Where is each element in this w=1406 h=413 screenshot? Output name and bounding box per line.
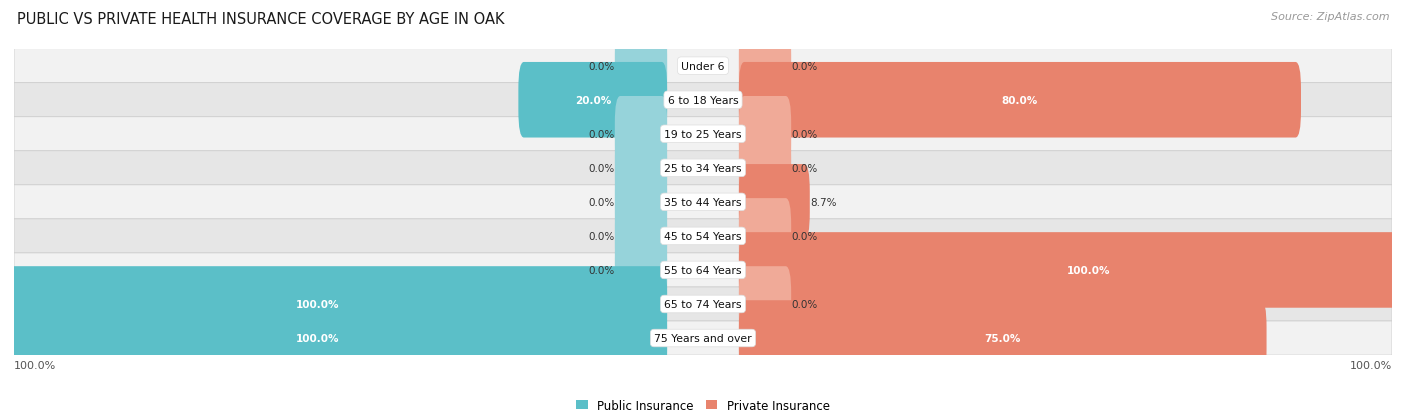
Text: 0.0%: 0.0%	[589, 231, 614, 241]
FancyBboxPatch shape	[614, 165, 668, 240]
Text: 0.0%: 0.0%	[589, 62, 614, 71]
FancyBboxPatch shape	[738, 97, 792, 172]
Text: 20.0%: 20.0%	[575, 95, 610, 105]
FancyBboxPatch shape	[614, 97, 668, 172]
Text: 0.0%: 0.0%	[589, 265, 614, 275]
FancyBboxPatch shape	[14, 287, 1392, 321]
Text: 100.0%: 100.0%	[295, 299, 339, 309]
Text: 6 to 18 Years: 6 to 18 Years	[668, 95, 738, 105]
Text: 8.7%: 8.7%	[810, 197, 837, 207]
FancyBboxPatch shape	[738, 63, 1301, 138]
Text: 65 to 74 Years: 65 to 74 Years	[664, 299, 742, 309]
Text: 0.0%: 0.0%	[792, 164, 817, 173]
Text: 100.0%: 100.0%	[14, 360, 56, 370]
Text: 0.0%: 0.0%	[792, 231, 817, 241]
FancyBboxPatch shape	[738, 199, 792, 274]
Text: 0.0%: 0.0%	[589, 164, 614, 173]
Text: 100.0%: 100.0%	[1067, 265, 1111, 275]
FancyBboxPatch shape	[738, 165, 810, 240]
Text: 0.0%: 0.0%	[589, 197, 614, 207]
FancyBboxPatch shape	[738, 233, 1406, 308]
Text: 0.0%: 0.0%	[792, 62, 817, 71]
FancyBboxPatch shape	[0, 266, 668, 342]
Text: 55 to 64 Years: 55 to 64 Years	[664, 265, 742, 275]
Text: 0.0%: 0.0%	[792, 299, 817, 309]
FancyBboxPatch shape	[14, 117, 1392, 152]
FancyBboxPatch shape	[738, 301, 1267, 376]
FancyBboxPatch shape	[14, 83, 1392, 117]
Text: 0.0%: 0.0%	[589, 129, 614, 140]
Text: 25 to 34 Years: 25 to 34 Years	[664, 164, 742, 173]
FancyBboxPatch shape	[738, 131, 792, 206]
FancyBboxPatch shape	[0, 301, 668, 376]
Text: 75 Years and over: 75 Years and over	[654, 333, 752, 343]
FancyBboxPatch shape	[614, 29, 668, 104]
Text: 0.0%: 0.0%	[792, 129, 817, 140]
Text: 45 to 54 Years: 45 to 54 Years	[664, 231, 742, 241]
FancyBboxPatch shape	[519, 63, 668, 138]
FancyBboxPatch shape	[614, 233, 668, 308]
FancyBboxPatch shape	[614, 199, 668, 274]
FancyBboxPatch shape	[14, 152, 1392, 185]
Text: 19 to 25 Years: 19 to 25 Years	[664, 129, 742, 140]
Text: 100.0%: 100.0%	[295, 333, 339, 343]
FancyBboxPatch shape	[738, 29, 792, 104]
FancyBboxPatch shape	[14, 219, 1392, 253]
Text: Source: ZipAtlas.com: Source: ZipAtlas.com	[1271, 12, 1389, 22]
Text: 100.0%: 100.0%	[1350, 360, 1392, 370]
Text: Under 6: Under 6	[682, 62, 724, 71]
Text: 35 to 44 Years: 35 to 44 Years	[664, 197, 742, 207]
FancyBboxPatch shape	[614, 131, 668, 206]
FancyBboxPatch shape	[14, 185, 1392, 219]
Legend: Public Insurance, Private Insurance: Public Insurance, Private Insurance	[571, 394, 835, 413]
FancyBboxPatch shape	[14, 253, 1392, 287]
Text: 75.0%: 75.0%	[984, 333, 1021, 343]
Text: 80.0%: 80.0%	[1002, 95, 1038, 105]
FancyBboxPatch shape	[14, 50, 1392, 83]
FancyBboxPatch shape	[738, 266, 792, 342]
FancyBboxPatch shape	[14, 321, 1392, 355]
Text: PUBLIC VS PRIVATE HEALTH INSURANCE COVERAGE BY AGE IN OAK: PUBLIC VS PRIVATE HEALTH INSURANCE COVER…	[17, 12, 505, 27]
